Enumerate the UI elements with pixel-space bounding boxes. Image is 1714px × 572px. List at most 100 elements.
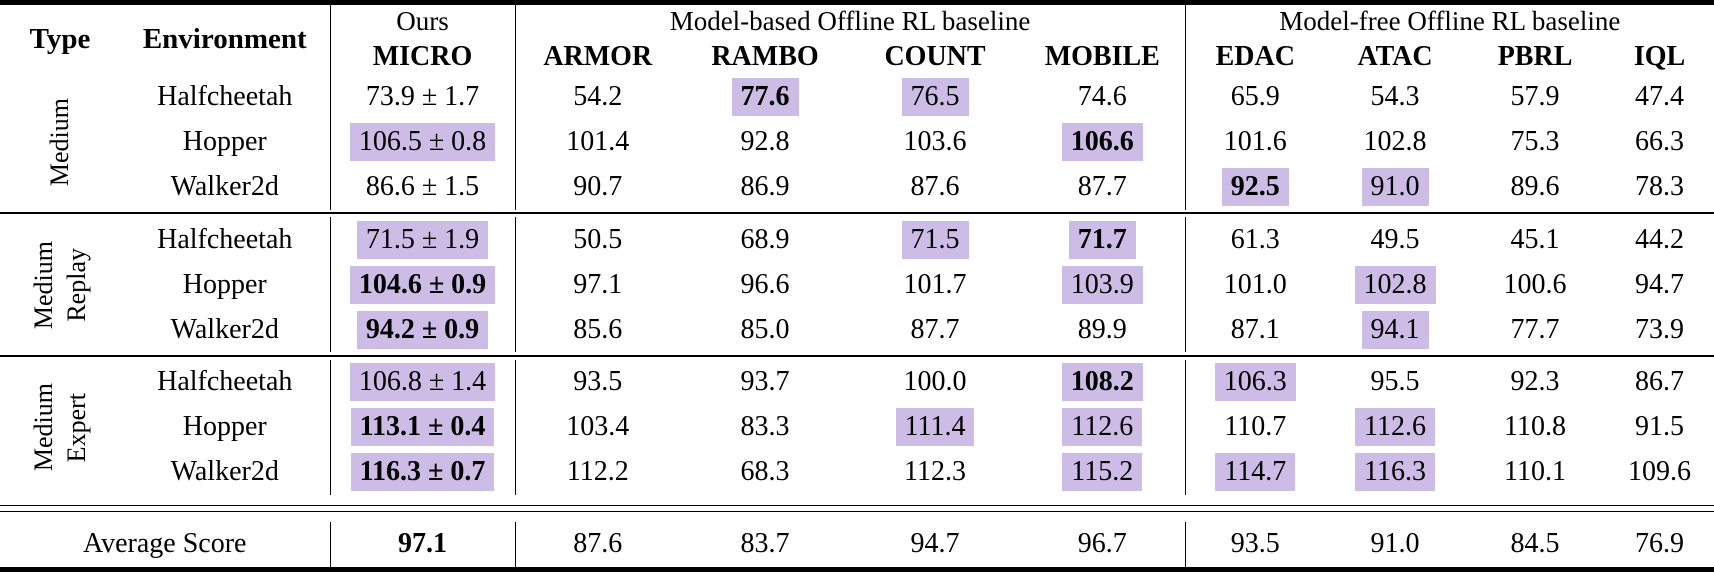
score-cell: 112.2 <box>515 450 680 495</box>
table-body: Medium Halfcheetah 73.9 ± 1.7 54.2 77.6 76.5 7… <box>0 74 1714 570</box>
row-group-label: Medium Expert <box>0 360 120 495</box>
score-cell: 54.2 <box>515 75 680 120</box>
score-cell: 44.2 <box>1605 217 1714 262</box>
environment-cell: Walker2d <box>120 449 331 495</box>
col-header-environment: Environment <box>120 2 331 75</box>
score-value: 87.1 <box>1230 313 1280 345</box>
score-value: 65.9 <box>1230 81 1280 112</box>
score-value: 68.9 <box>740 223 790 255</box>
score-cell: 75.3 <box>1465 120 1605 165</box>
score-value: 44.2 <box>1635 223 1685 255</box>
score-value: 112.3 <box>904 456 966 488</box>
score-cell: 87.7 <box>850 307 1020 352</box>
score-value: 103.6 <box>903 126 967 157</box>
score-cell: 115.2 <box>1020 449 1186 495</box>
score-value: 95.5 <box>1370 366 1420 398</box>
col-header-iql: IQL <box>1633 40 1686 72</box>
score-highlight: 102.8 <box>1354 265 1436 304</box>
table-row: Hopper 113.1 ± 0.4 103.4 83.3 111.4 112.6 110.… <box>0 404 1714 450</box>
score-value: 110.7 <box>1224 411 1287 443</box>
group-separator <box>0 352 1714 360</box>
score-cell: 100.6 <box>1465 262 1605 307</box>
score-highlight: 94.2 ± 0.9 <box>356 310 489 349</box>
score-value: 103.4 <box>566 411 630 443</box>
score-value: 110.8 <box>1504 411 1567 443</box>
score-cell: 101.6 <box>1185 120 1325 165</box>
score-highlight: 106.6 <box>1061 123 1143 161</box>
score-highlight: 111.4 <box>895 408 975 447</box>
score-cell: 112.3 <box>850 450 1020 495</box>
score-highlight: 115.2 <box>1062 453 1143 492</box>
col-header-pbrl: PBRL <box>1497 40 1573 72</box>
score-cell: 104.6 ± 0.9 <box>330 262 516 308</box>
score-cell: 73.9 <box>1605 307 1714 352</box>
score-cell: 92.3 <box>1465 360 1605 405</box>
score-cell: 73.9 ± 1.7 <box>330 74 516 120</box>
score-value: 68.3 <box>740 456 790 488</box>
score-value: 73.9 ± 1.7 <box>365 81 480 112</box>
score-cell: 74.6 <box>1020 74 1186 120</box>
group-header-model-free: Model-free Offline RL baseline <box>1279 6 1621 37</box>
score-cell: 49.5 <box>1325 217 1465 262</box>
table-row: Hopper 106.5 ± 0.8 101.4 92.8 103.6 106.6 101.… <box>0 119 1714 165</box>
score-cell: 94.2 ± 0.9 <box>330 307 516 353</box>
score-cell: 108.2 <box>1020 359 1186 405</box>
score-highlight: 71.5 ± 1.9 <box>356 220 489 259</box>
environment-cell: Halfcheetah <box>120 74 331 120</box>
score-cell: 101.4 <box>515 120 680 165</box>
score-cell: 95.5 <box>1325 360 1465 405</box>
environment-cell: Hopper <box>120 119 331 165</box>
score-highlight: 104.6 ± 0.9 <box>349 265 496 304</box>
score-cell: 76.9 <box>1605 522 1714 570</box>
score-cell: 102.8 <box>1325 120 1465 165</box>
score-cell: 106.3 <box>1185 360 1325 405</box>
score-cell: 78.3 <box>1605 165 1714 210</box>
score-cell: 103.9 <box>1020 262 1186 308</box>
score-highlight: 112.6 <box>1062 408 1143 447</box>
score-value: 101.6 <box>1223 126 1287 157</box>
score-highlight: 112.6 <box>1355 408 1436 447</box>
table-row: Walker2d 116.3 ± 0.7 112.2 68.3 112.3 115.2 11… <box>0 449 1714 495</box>
score-value: 78.3 <box>1635 171 1685 202</box>
score-cell: 84.5 <box>1465 522 1605 570</box>
score-cell: 103.6 <box>850 120 1020 165</box>
group-separator-line <box>0 210 1714 218</box>
group-header-model-based: Model-based Offline RL baseline <box>515 2 1186 39</box>
score-cell: 90.7 <box>515 165 680 210</box>
score-highlight: 94.1 <box>1361 310 1429 349</box>
group-separator <box>0 210 1714 218</box>
table-row: Medium Halfcheetah 73.9 ± 1.7 54.2 77.6 76.5 7… <box>0 74 1714 186</box>
score-value: 57.9 <box>1510 81 1560 112</box>
score-cell: 110.8 <box>1465 405 1605 450</box>
header-row-methods: MICRO ARMOR RAMBO COUNT MOBILE EDAC ATAC… <box>0 38 1714 75</box>
score-cell: 101.0 <box>1185 262 1325 307</box>
average-score-label: Average Score <box>0 521 331 570</box>
score-cell: 112.6 <box>1325 405 1465 450</box>
score-cell: 83.3 <box>680 405 850 450</box>
score-value: 96.7 <box>1077 528 1127 560</box>
score-cell: 111.4 <box>850 405 1020 450</box>
environment-cell: Hopper <box>120 404 331 450</box>
col-header-atac: ATAC <box>1357 40 1433 72</box>
score-cell: 106.5 ± 0.8 <box>330 119 516 165</box>
score-cell: 93.7 <box>680 360 850 405</box>
score-cell: 89.6 <box>1465 165 1605 210</box>
score-cell: 61.3 <box>1185 217 1325 262</box>
score-value: 101.4 <box>566 126 630 157</box>
score-cell: 77.6 <box>680 75 850 120</box>
rotated-type-label: Medium <box>28 240 58 329</box>
score-cell: 112.6 <box>1020 404 1186 450</box>
score-highlight: 108.2 <box>1061 363 1143 402</box>
table-row: Walker2d 94.2 ± 0.9 85.6 85.0 87.7 89.9 87.1 94… <box>0 307 1714 353</box>
score-value: 85.0 <box>740 313 790 345</box>
score-value: 86.7 <box>1635 366 1685 398</box>
score-value: 90.7 <box>573 171 623 202</box>
score-cell: 91.5 <box>1605 405 1714 450</box>
score-cell: 57.9 <box>1465 75 1605 120</box>
score-cell: 86.6 ± 1.5 <box>330 164 516 210</box>
table-header: Type Environment Ours Model-based Offlin… <box>0 2 1714 75</box>
average-separator <box>0 495 1714 522</box>
score-cell: 47.4 <box>1605 75 1714 120</box>
score-cell: 66.3 <box>1605 120 1714 165</box>
score-value: 45.1 <box>1510 223 1560 255</box>
